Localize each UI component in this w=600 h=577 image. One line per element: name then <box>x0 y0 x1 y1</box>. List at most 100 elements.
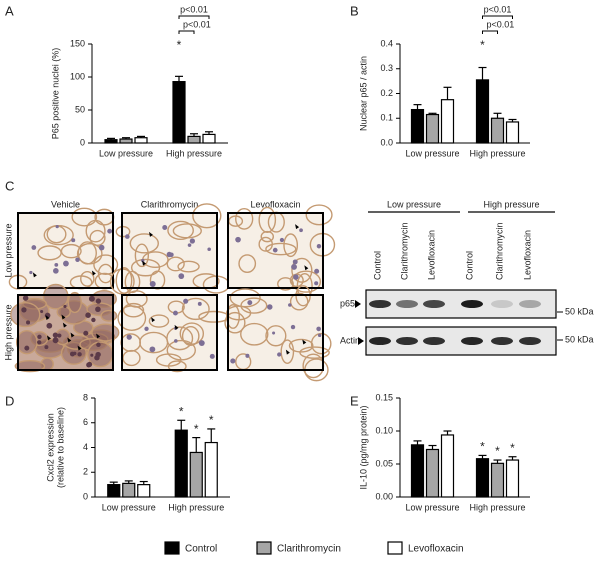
nucleus <box>85 312 91 318</box>
micrograph-frame <box>227 294 324 371</box>
nucleus <box>317 333 322 338</box>
nucleus <box>189 238 196 244</box>
alveolus <box>166 326 194 351</box>
bar <box>490 117 505 144</box>
p-value: p<0.01 <box>183 19 211 29</box>
y-tick-label: 0.1 <box>380 113 393 123</box>
alveolus <box>117 305 147 331</box>
micrograph <box>224 285 332 382</box>
nucleus <box>314 281 319 286</box>
p-value: p<0.01 <box>180 4 208 14</box>
arrowhead <box>70 332 75 338</box>
x-tick-label: High pressure <box>469 502 525 512</box>
alveolus <box>181 326 200 346</box>
alveolus <box>258 206 277 233</box>
nucleus <box>95 306 101 313</box>
y-tick-label: 4 <box>83 442 88 452</box>
micrograph-frame <box>121 212 218 289</box>
legend-label: Levofloxacin <box>408 544 464 555</box>
micrograph <box>10 283 120 373</box>
nucleus <box>267 304 273 310</box>
bar <box>425 113 440 144</box>
arrowhead <box>62 322 67 328</box>
blot-lane-label: Levofloxacin <box>426 230 436 280</box>
alveolus <box>166 256 185 272</box>
bar <box>475 458 490 498</box>
blot-lane-label: Levofloxacin <box>522 230 532 280</box>
y-tick-label: 0.4 <box>380 38 393 48</box>
y-tick-label: 0.15 <box>375 392 393 402</box>
legend-label: Clarithromycin <box>277 544 341 555</box>
nucleus <box>149 281 156 287</box>
nucleus <box>91 317 96 323</box>
nucleus <box>174 339 178 343</box>
y-tick-label: 0.05 <box>375 458 393 468</box>
bar <box>440 99 455 144</box>
nucleus <box>198 340 205 347</box>
blot-band <box>396 300 418 308</box>
nucleus <box>149 346 156 353</box>
arrowhead <box>61 314 66 320</box>
nucleus <box>299 228 303 233</box>
bar <box>505 459 520 498</box>
blot-arrow <box>358 337 364 345</box>
nucleus <box>52 337 59 344</box>
alveolus <box>167 360 187 373</box>
nucleus <box>173 310 178 316</box>
legend-swatch <box>164 541 180 555</box>
blot-band <box>461 337 483 345</box>
micrograph <box>109 203 230 295</box>
alveolus <box>15 330 38 355</box>
blot-band <box>519 300 541 308</box>
micrograph-frame <box>17 212 114 289</box>
significance-star: * <box>495 444 500 458</box>
nucleus <box>94 354 100 361</box>
legend-label: Control <box>185 544 217 555</box>
y-axis-label: IL-10 (pg/mg protein) <box>358 405 368 489</box>
y-tick-label: 2 <box>83 467 88 477</box>
y-tick-label: 0 <box>80 137 85 147</box>
alveolus <box>115 267 133 294</box>
micrograph-column-label: Levofloxacin <box>250 199 300 209</box>
nucleus <box>316 243 322 249</box>
x-tick-label: High pressure <box>166 148 222 158</box>
bar <box>202 133 216 144</box>
nucleus <box>52 332 58 338</box>
blot-group-label: Low pressure <box>387 199 441 209</box>
y-tick-label: 0.2 <box>380 88 393 98</box>
nucleus <box>162 224 168 230</box>
alveolus <box>289 292 309 311</box>
alveolus <box>288 338 314 353</box>
y-axis-label: (relative to baseline) <box>55 407 65 488</box>
nucleus <box>55 224 59 229</box>
nucleus <box>197 301 202 306</box>
panel-label: B <box>350 3 359 18</box>
nucleus <box>272 247 278 253</box>
micrograph-row-label: Low pressure <box>3 223 13 277</box>
nucleus <box>277 352 282 357</box>
nucleus <box>26 320 31 325</box>
arrowhead <box>32 272 37 278</box>
y-tick-label: 6 <box>83 417 88 427</box>
bar <box>475 79 490 144</box>
blot-group-label: High pressure <box>483 199 539 209</box>
bar <box>122 482 136 498</box>
bar <box>505 121 520 144</box>
legend-swatch <box>256 541 272 555</box>
blot-arrow <box>355 300 361 308</box>
nucleus <box>187 243 192 247</box>
bar <box>490 462 505 498</box>
significance-star: * <box>480 38 485 52</box>
nucleus <box>63 304 67 309</box>
alveolus <box>100 309 118 322</box>
nucleus <box>29 270 33 275</box>
arrowhead <box>46 335 51 341</box>
nucleus <box>141 258 145 263</box>
arrowhead <box>91 270 96 276</box>
alveolus <box>240 297 268 314</box>
alveolus <box>280 339 295 364</box>
y-tick-label: 0.3 <box>380 63 393 73</box>
blot-lane-label: Control <box>464 251 474 280</box>
nucleus <box>53 268 59 274</box>
